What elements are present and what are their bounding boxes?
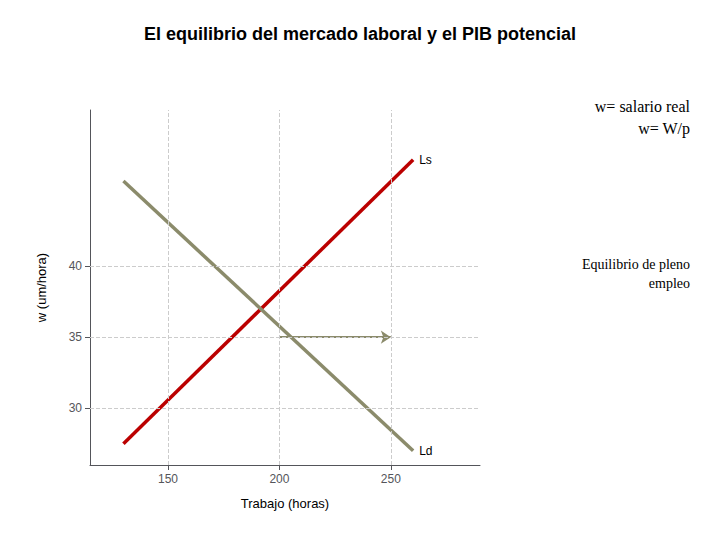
svg-text:El equilibrio del mercado labo: El equilibrio del mercado laboral y el P… bbox=[144, 24, 576, 44]
svg-text:40: 40 bbox=[69, 259, 83, 273]
svg-text:250: 250 bbox=[381, 472, 401, 486]
svg-text:30: 30 bbox=[69, 401, 83, 415]
svg-text:Equilibrio de pleno: Equilibrio de pleno bbox=[582, 257, 690, 272]
svg-text:Ls: Ls bbox=[419, 153, 432, 167]
svg-text:w (um/hora): w (um/hora) bbox=[34, 253, 49, 323]
svg-text:200: 200 bbox=[269, 472, 289, 486]
svg-text:Ld: Ld bbox=[419, 444, 432, 458]
svg-text:empleo: empleo bbox=[649, 276, 690, 291]
svg-text:Trabajo (horas): Trabajo (horas) bbox=[241, 496, 329, 511]
svg-text:w= W/p: w= W/p bbox=[638, 120, 690, 138]
svg-text:w= salario real: w= salario real bbox=[595, 98, 691, 115]
svg-text:150: 150 bbox=[158, 472, 178, 486]
svg-text:35: 35 bbox=[69, 330, 83, 344]
